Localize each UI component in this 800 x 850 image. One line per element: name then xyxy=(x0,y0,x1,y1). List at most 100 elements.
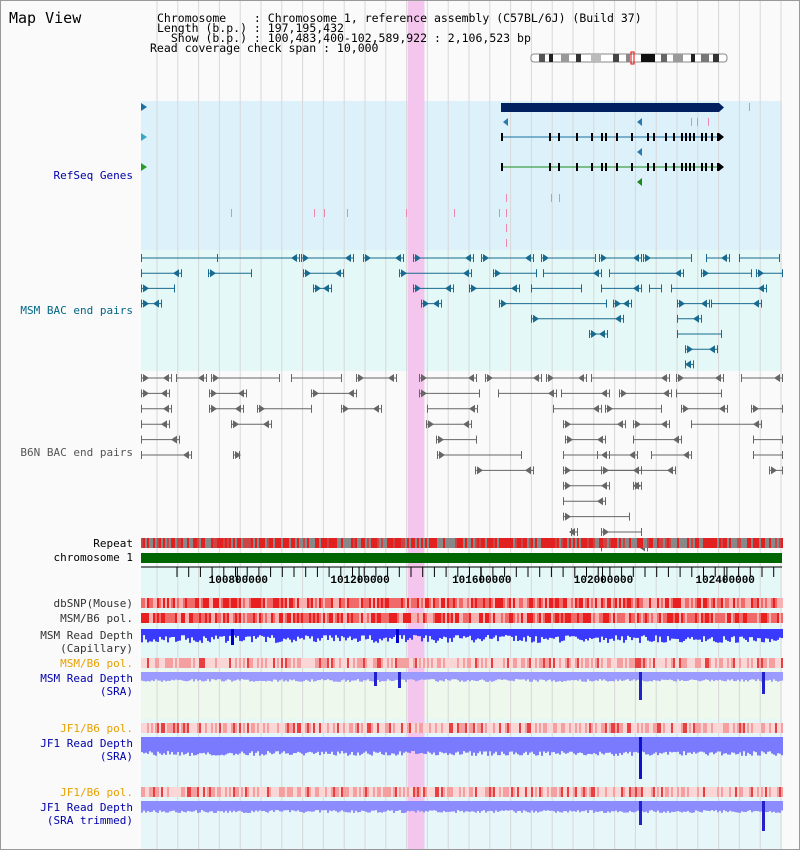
depth-bar xyxy=(469,672,471,682)
depth-bar xyxy=(317,737,319,752)
depth-bar xyxy=(485,672,487,682)
msm-bac-end-pairs-label[interactable]: MSM BAC end pairs xyxy=(20,304,133,317)
depth-bar xyxy=(767,629,769,639)
repeat-cell xyxy=(485,538,487,548)
heat-cell xyxy=(451,787,453,797)
depth-bar xyxy=(531,737,533,752)
heat-cell xyxy=(667,598,669,608)
dbsnp-track-label[interactable]: dbSNP(Mouse) xyxy=(53,597,133,610)
jf1-read-depth-trimmed-label[interactable]: JF1 Read Depth (SRA trimmed) xyxy=(40,801,133,827)
repeat-cell xyxy=(223,538,225,548)
msm-b6-pol-sra-label[interactable]: MSM/B6 pol. xyxy=(60,657,133,670)
depth-bar xyxy=(437,672,439,682)
depth-bar xyxy=(649,737,651,756)
repeat-cell xyxy=(285,538,287,548)
heat-cell xyxy=(317,613,319,623)
heat-cell xyxy=(171,598,173,608)
refseq-genes-label[interactable]: RefSeq Genes xyxy=(53,169,133,182)
heat-cell xyxy=(493,613,495,623)
heat-cell xyxy=(767,613,769,623)
jf1-read-depth-sra-label[interactable]: JF1 Read Depth (SRA) xyxy=(40,737,133,763)
heat-cell xyxy=(217,613,219,623)
heat-cell xyxy=(329,598,331,608)
heat-cell xyxy=(645,787,647,797)
depth-bar xyxy=(687,672,689,681)
heat-cell xyxy=(569,613,571,623)
depth-bar xyxy=(479,629,481,640)
depth-bar xyxy=(285,801,287,811)
depth-bar xyxy=(151,737,153,753)
bac-end-arrow xyxy=(415,254,421,262)
heat-cell xyxy=(419,723,421,733)
heat-cell xyxy=(453,613,455,623)
jf1-b6-pol-trimmed-label[interactable]: JF1/B6 pol. xyxy=(60,786,133,799)
depth-bar xyxy=(771,737,773,754)
heat-cell xyxy=(405,598,407,608)
depth-bar xyxy=(595,672,597,681)
depth-bar xyxy=(195,629,197,642)
depth-bar xyxy=(381,737,383,755)
heat-cell xyxy=(141,598,143,608)
depth-bar xyxy=(731,737,733,753)
heat-cell xyxy=(753,658,755,668)
repeat-cell xyxy=(739,538,741,548)
repeat-cell xyxy=(679,538,681,548)
depth-bar xyxy=(433,672,435,680)
depth-bar xyxy=(545,737,547,753)
heat-cell xyxy=(429,658,431,668)
heat-cell xyxy=(185,658,187,668)
depth-bar xyxy=(521,672,523,680)
heat-cell xyxy=(397,598,399,608)
depth-bar xyxy=(261,737,263,755)
heat-cell xyxy=(611,598,613,608)
heat-cell xyxy=(609,723,611,733)
heat-cell xyxy=(289,598,291,608)
heat-cell xyxy=(633,613,635,623)
depth-bar xyxy=(459,737,461,755)
depth-bar xyxy=(467,801,469,812)
heat-cell xyxy=(681,613,683,623)
depth-bar xyxy=(531,629,533,643)
heat-cell xyxy=(301,613,303,623)
heat-cell xyxy=(739,787,741,797)
heat-cell xyxy=(319,787,321,797)
msm-b6-pol-label[interactable]: MSM/B6 pol. xyxy=(60,612,133,625)
depth-bar xyxy=(235,629,237,638)
depth-bar xyxy=(773,629,775,641)
repeat-cell xyxy=(683,538,685,548)
depth-bar xyxy=(561,801,563,813)
heat-cell xyxy=(647,787,649,797)
heat-cell xyxy=(393,787,395,797)
heat-cell xyxy=(571,723,573,733)
heat-cell xyxy=(547,658,549,668)
depth-bar xyxy=(725,801,727,812)
heat-cell xyxy=(375,598,377,608)
repeat-cell xyxy=(245,538,247,548)
depth-bar xyxy=(525,737,527,752)
depth-bar xyxy=(589,801,591,811)
msm-bac-track-bg xyxy=(141,250,782,371)
heat-cell xyxy=(537,658,539,668)
depth-bar xyxy=(651,629,653,642)
depth-bar xyxy=(455,672,457,680)
depth-bar xyxy=(233,672,235,681)
heat-cell xyxy=(429,613,431,623)
heat-cell xyxy=(287,787,289,797)
heat-cell xyxy=(755,613,757,623)
jf1-b6-pol-label[interactable]: JF1/B6 pol. xyxy=(60,722,133,735)
repeat-cell xyxy=(305,538,307,548)
depth-bar xyxy=(539,737,541,752)
heat-cell xyxy=(743,787,745,797)
repeat-cell xyxy=(763,538,765,548)
bac-end-marker xyxy=(211,374,212,382)
b6n-bac-end-pairs-label[interactable]: B6N BAC end pairs xyxy=(20,446,133,459)
msm-read-depth-sra-label[interactable]: MSM Read Depth (SRA) xyxy=(40,672,133,698)
heat-cell xyxy=(681,723,683,733)
msm-read-depth-capillary-label[interactable]: MSM Read Depth (Capillary) xyxy=(40,629,133,655)
heat-cell xyxy=(737,613,739,623)
bac-end-marker xyxy=(421,299,422,308)
repeat-cell xyxy=(775,538,777,548)
depth-bar xyxy=(631,737,633,756)
depth-bar xyxy=(431,629,433,640)
